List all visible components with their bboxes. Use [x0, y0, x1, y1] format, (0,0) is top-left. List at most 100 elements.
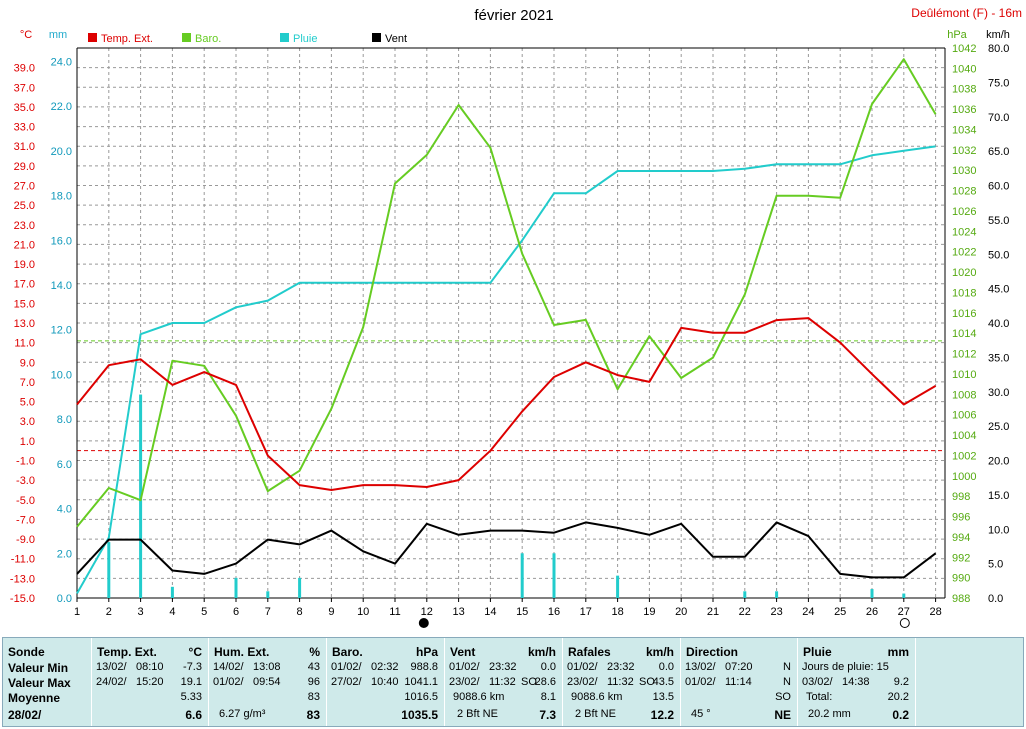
temp-tick-label: -3.0: [16, 475, 35, 487]
dir-max: N: [783, 676, 791, 688]
wind-tick-label: 75.0: [988, 77, 1009, 89]
baro-tick-label: 1036: [952, 104, 976, 116]
rain-last: 0.2: [892, 708, 909, 722]
series-line-temp-ext-: [76, 317, 937, 491]
hum-min-time: 13:08: [253, 661, 281, 673]
rain-bar: [870, 589, 874, 598]
rain-bar: [902, 593, 906, 598]
wind-tick-label: 80.0: [988, 43, 1009, 55]
hum-max: 96: [307, 676, 320, 688]
x-tick-label: 2: [106, 606, 112, 618]
gust-unit-label: km/h: [645, 645, 674, 659]
gust-max: 43.5: [652, 676, 674, 688]
x-tick-label: 1: [74, 606, 80, 618]
x-tick-label: 3: [138, 606, 144, 618]
temp-tick-label: 21.0: [14, 239, 35, 251]
wind-unit: km/h: [986, 29, 1010, 41]
rain-tick-label: 6.0: [57, 459, 72, 471]
wind-tick-label: 20.0: [988, 456, 1009, 468]
temp-unit: °C: [20, 29, 32, 41]
baro-tick-label: 1042: [952, 43, 976, 55]
temp-tick-label: 39.0: [14, 63, 35, 75]
temp-tick-label: -15.0: [10, 593, 35, 605]
row-label-avg: Moyenne: [8, 691, 61, 705]
stats-hum: Hum. Ext. % 14/02/ 13:08 43 01/02/ 09:54…: [208, 638, 326, 726]
hum-max-time: 09:54: [253, 676, 281, 688]
temp-tick-label: 27.0: [14, 181, 35, 193]
temp-tick-label: -11.0: [11, 554, 35, 566]
wind-max-time: 11:32: [489, 676, 516, 688]
wind-min-date: 01/02/: [449, 661, 480, 673]
legend-swatch: [88, 33, 97, 42]
baro-tick-label: 996: [952, 512, 970, 524]
wind-tick-label: 25.0: [988, 421, 1009, 433]
legend-swatch: [182, 33, 191, 42]
temp-tick-label: -7.0: [16, 514, 35, 526]
hum-min-date: 14/02/: [213, 661, 244, 673]
stats-direction: Direction 13/02/ 07:20 N 01/02/ 11:14 N …: [680, 638, 797, 726]
x-tick-label: 22: [739, 606, 751, 618]
stats-empty: [915, 638, 1023, 726]
rain-bar: [520, 553, 524, 598]
stats-rain: Pluie mm Jours de pluie: 15 03/02/ 14:38…: [797, 638, 915, 726]
temp-tick-label: 23.0: [14, 220, 35, 232]
stats-temp: Temp. Ext. °C 13/02/ 08:10 -7.3 24/02/ 1…: [91, 638, 208, 726]
full-moon-icon: [899, 618, 910, 628]
rain-max: 9.2: [893, 676, 909, 688]
chart-grid: [76, 48, 945, 599]
rain-bar: [552, 553, 556, 598]
baro-tick-label: 1016: [952, 308, 976, 320]
temp-tick-label: -1.0: [16, 456, 35, 468]
dir-min-date: 13/02/: [685, 661, 716, 673]
temp-last: 6.6: [185, 708, 202, 722]
hum-last: 83: [306, 708, 320, 722]
rain-tick-label: 22.0: [51, 101, 72, 113]
wind-max-dir: SO: [521, 676, 537, 688]
x-tick-label: 25: [834, 606, 846, 618]
temp-tick-label: 17.0: [14, 279, 35, 291]
rain-unit-label: mm: [887, 645, 909, 659]
baro-tick-label: 994: [952, 532, 970, 544]
wind-tick-label: 70.0: [988, 112, 1009, 124]
temp-header: Temp. Ext.: [97, 645, 157, 659]
x-tick-label: 21: [707, 606, 719, 618]
rain-header: Pluie: [803, 645, 832, 659]
wind-tick-label: 35.0: [988, 352, 1009, 364]
x-tick-label: 15: [516, 606, 528, 618]
baro-tick-label: 1000: [952, 471, 976, 483]
baro-last: 1035.5: [401, 708, 438, 722]
series-line-vent: [76, 521, 937, 579]
chart-axes: [76, 47, 946, 599]
baro-tick-label: 1004: [952, 430, 976, 442]
x-tick-label: 18: [611, 606, 623, 618]
rain-bar: [266, 591, 270, 598]
baro-tick-label: 1022: [952, 247, 976, 259]
chart-series: [76, 58, 937, 598]
rain-last-label: 20.2 mm: [808, 708, 851, 720]
baro-tick-label: 998: [952, 491, 970, 503]
temp-tick-label: 3.0: [20, 416, 35, 428]
wind-last: 7.3: [539, 708, 556, 722]
rain-tick-label: 10.0: [51, 369, 72, 381]
temp-min: -7.3: [183, 661, 202, 673]
x-tick-label: 11: [389, 606, 400, 618]
dir-header: Direction: [686, 645, 739, 659]
baro-tick-label: 1014: [952, 328, 976, 340]
x-tick-label: 19: [643, 606, 655, 618]
baro-tick-label: 1012: [952, 349, 976, 361]
rain-bar: [234, 577, 238, 598]
rain-tick-label: 12.0: [51, 325, 72, 337]
wind-tick-label: 60.0: [988, 181, 1009, 193]
wind-tick-label: 5.0: [988, 559, 1003, 571]
baro-min-date: 01/02/: [331, 661, 362, 673]
baro-tick-label: 1026: [952, 206, 976, 218]
wind-tick-label: 15.0: [988, 490, 1009, 502]
temp-tick-label: 31.0: [14, 141, 35, 153]
dir-degrees: 45 °: [691, 708, 711, 720]
baro-avg: 1016.5: [404, 691, 438, 703]
dir-min-time: 07:20: [725, 661, 753, 673]
baro-tick-label: 1010: [952, 369, 976, 381]
temp-max: 19.1: [180, 676, 202, 688]
temp-tick-label: 35.0: [14, 102, 35, 114]
rain-tick-label: 20.0: [51, 146, 72, 158]
